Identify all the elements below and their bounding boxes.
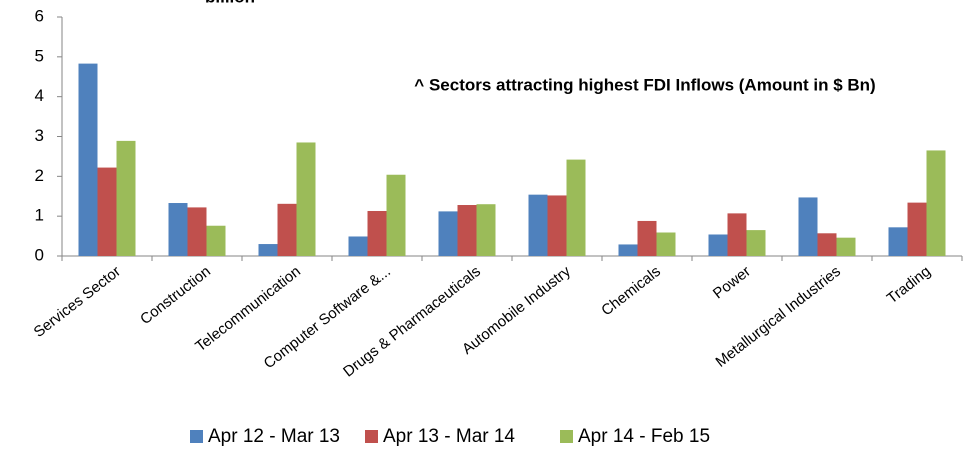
y-tick-label: 3 (35, 126, 44, 145)
bar (637, 220, 657, 256)
bar (386, 174, 406, 256)
legend-label: Apr 14 - Feb 15 (578, 426, 710, 447)
x-tick-label: Construction (137, 263, 214, 328)
bar (888, 227, 908, 256)
bar (258, 244, 278, 256)
bar (116, 140, 136, 256)
y-tick-label: 4 (35, 86, 44, 105)
legend-swatch (560, 430, 573, 443)
chart-title: ^ Sectors attracting highest FDI Inflows… (414, 75, 875, 94)
bar (727, 213, 747, 256)
bar (457, 205, 477, 256)
bar (296, 142, 316, 256)
bar (817, 233, 837, 256)
bar (547, 195, 567, 256)
x-tick-label: Services Sector (31, 263, 124, 341)
bar (187, 207, 207, 256)
bar (168, 203, 188, 256)
bar (618, 244, 638, 256)
y-tick-label: 5 (35, 46, 44, 65)
bar (348, 236, 368, 256)
y-tick-label: 2 (35, 166, 44, 185)
bar (438, 211, 458, 256)
x-tick-label: Chemicals (598, 263, 664, 320)
bar (528, 194, 548, 256)
x-tick-label: Power (710, 263, 754, 303)
bar (926, 150, 946, 256)
y-tick-label: 6 (35, 6, 44, 25)
bar (746, 230, 766, 256)
bar (708, 234, 728, 256)
legend-label: Apr 13 - Mar 14 (383, 426, 515, 447)
bar (476, 204, 496, 256)
bar (78, 63, 98, 257)
bar (277, 203, 297, 256)
bar (656, 232, 676, 256)
y-tick-label: 1 (35, 206, 44, 225)
legend-swatch (365, 430, 378, 443)
bar (97, 167, 117, 256)
x-tick-label: Trading (884, 263, 934, 307)
bar (907, 202, 927, 256)
bar (836, 237, 856, 256)
chart-subtitle: billion (205, 0, 255, 6)
y-tick-label: 0 (35, 245, 44, 264)
bar (798, 197, 818, 256)
legend-label: Apr 12 - Mar 13 (208, 426, 340, 447)
legend-swatch (190, 430, 203, 443)
bar (367, 210, 387, 256)
bar (566, 159, 586, 256)
bar (206, 225, 226, 256)
